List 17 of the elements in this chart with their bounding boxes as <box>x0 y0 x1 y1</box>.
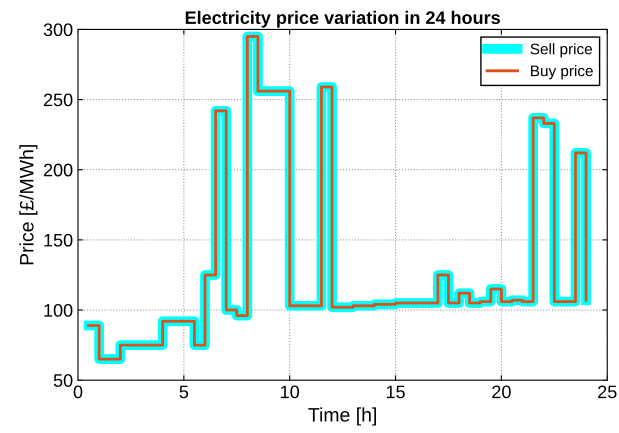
x-tick-label: 0 <box>74 386 82 398</box>
x-tick-label: 15 <box>386 386 405 398</box>
y-tick-label: 100 <box>44 304 72 317</box>
legend-label: Sell price <box>530 43 592 58</box>
y-tick-label: 200 <box>44 164 72 176</box>
y-tick-label: 150 <box>44 234 72 247</box>
x-tick-label: 10 <box>281 386 300 398</box>
y-tick-label: 250 <box>44 94 72 106</box>
y-tick-label: 50 <box>54 374 72 387</box>
y-axis-title: Price [£/MWh] <box>19 145 38 264</box>
x-axis-title: Time [h] <box>308 407 376 426</box>
legend-label: Buy price <box>531 65 593 80</box>
x-tick-label: 20 <box>492 386 511 398</box>
x-tick-label: 5 <box>180 386 188 398</box>
chart-title: Electricity price variation in 24 hours <box>186 10 500 28</box>
y-tick-label: 300 <box>44 23 72 36</box>
x-tick-label: 25 <box>598 386 617 398</box>
